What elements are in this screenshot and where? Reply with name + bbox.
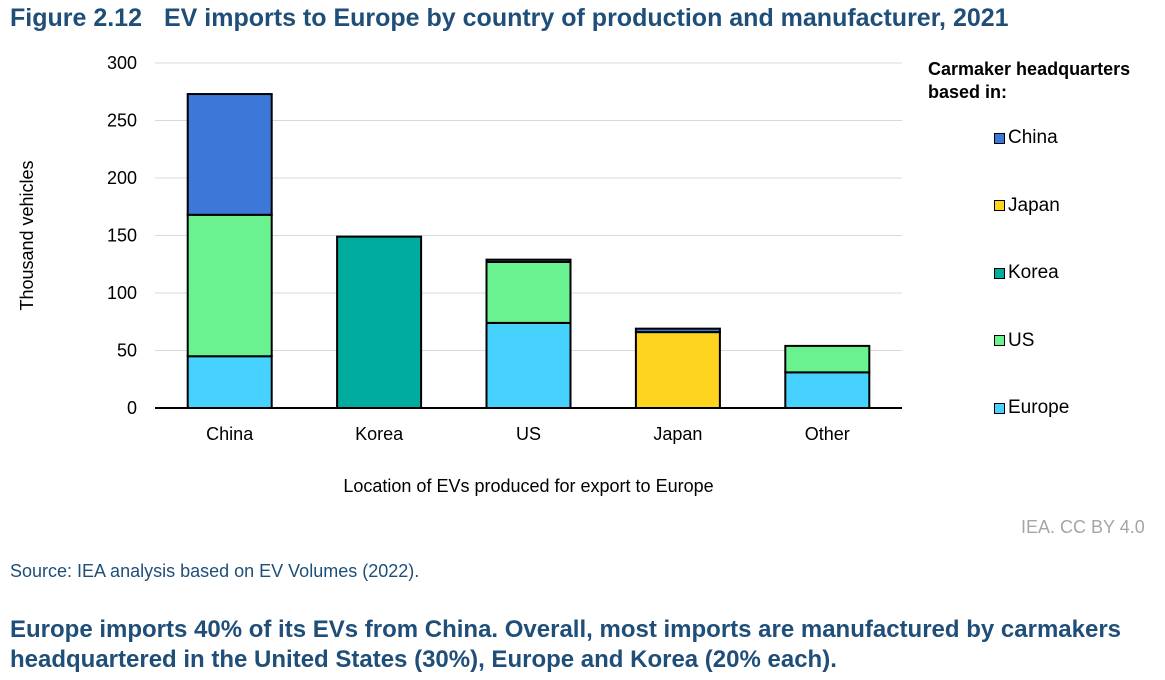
legend-swatch-korea [994,267,1005,279]
bar-japan-japan [634,331,721,410]
credit-license: IEA. CC BY 4.0 [1021,517,1145,537]
figure-title: Figure 2.12 EV imports to Europe by count… [10,4,1009,33]
y-tick-label-100: 100 [107,283,137,303]
y-tick-label-250: 250 [107,111,137,131]
bar-china-china [186,93,273,216]
y-axis-label: Thousand vehicles [17,160,37,310]
bar-other-us [784,344,871,374]
legend: Carmaker headquarters based in: China Jap… [928,58,1165,418]
source-note: Source: IEA analysis based on EV Volumes… [10,561,420,581]
legend-heading: Carmaker headquarters based in: [928,58,1165,104]
legend-label-korea: Korea [1008,262,1059,283]
figure-title-text: EV imports to Europe by country of produ… [164,4,1009,32]
y-tick-label-50: 50 [117,341,137,361]
legend-item-china: China [994,127,1058,149]
y-tick-label-0: 0 [127,398,137,418]
legend-label-europe: Europe [1008,397,1070,418]
legend-item-korea: Korea [994,262,1059,284]
bar-china-europe [186,355,273,409]
legend-swatch-japan [994,200,1005,211]
legend-swatch-china [994,132,1005,144]
legend-heading-line1: Carmaker headquarters [928,59,1131,79]
legend-item-japan: Japan [994,195,1060,217]
legend-heading-line2: based in: [928,82,1008,102]
legend-swatch-us [994,335,1005,346]
bar-korea-korea [336,235,423,409]
legend-swatch-europe [994,402,1005,414]
bar-china-us [186,213,273,358]
summary-text: Europe imports 40% of its EVs from China… [10,616,1122,673]
x-tick-label-korea: Korea [355,424,404,444]
y-tick-label-200: 200 [107,168,137,188]
x-tick-label-china: China [206,424,254,444]
stacked-bar-chart: 0 50 100 150 200 250 300 Thousand vehicles China… [17,53,902,496]
x-tick-label-japan: Japan [653,424,702,444]
bar-other-europe [784,371,871,410]
legend-label-japan: Japan [1008,194,1060,216]
figure-number: Figure 2.12 [10,4,142,32]
legend-label-us: US [1008,329,1035,351]
legend-item-europe: Europe [994,397,1069,419]
legend-item-us: US [994,330,1034,352]
bar-us-europe [485,321,572,409]
y-tick-label-300: 300 [107,53,137,73]
legend-label-china: China [1008,127,1058,148]
bar-japan-china [634,327,721,334]
x-tick-label-us: US [516,424,541,444]
bar-us-china [485,258,572,263]
bar-us-us [485,260,572,324]
x-tick-label-other: Other [805,424,850,444]
x-axis-label: Location of EVs produced for export to E… [343,476,713,496]
y-tick-label-150: 150 [107,226,137,246]
